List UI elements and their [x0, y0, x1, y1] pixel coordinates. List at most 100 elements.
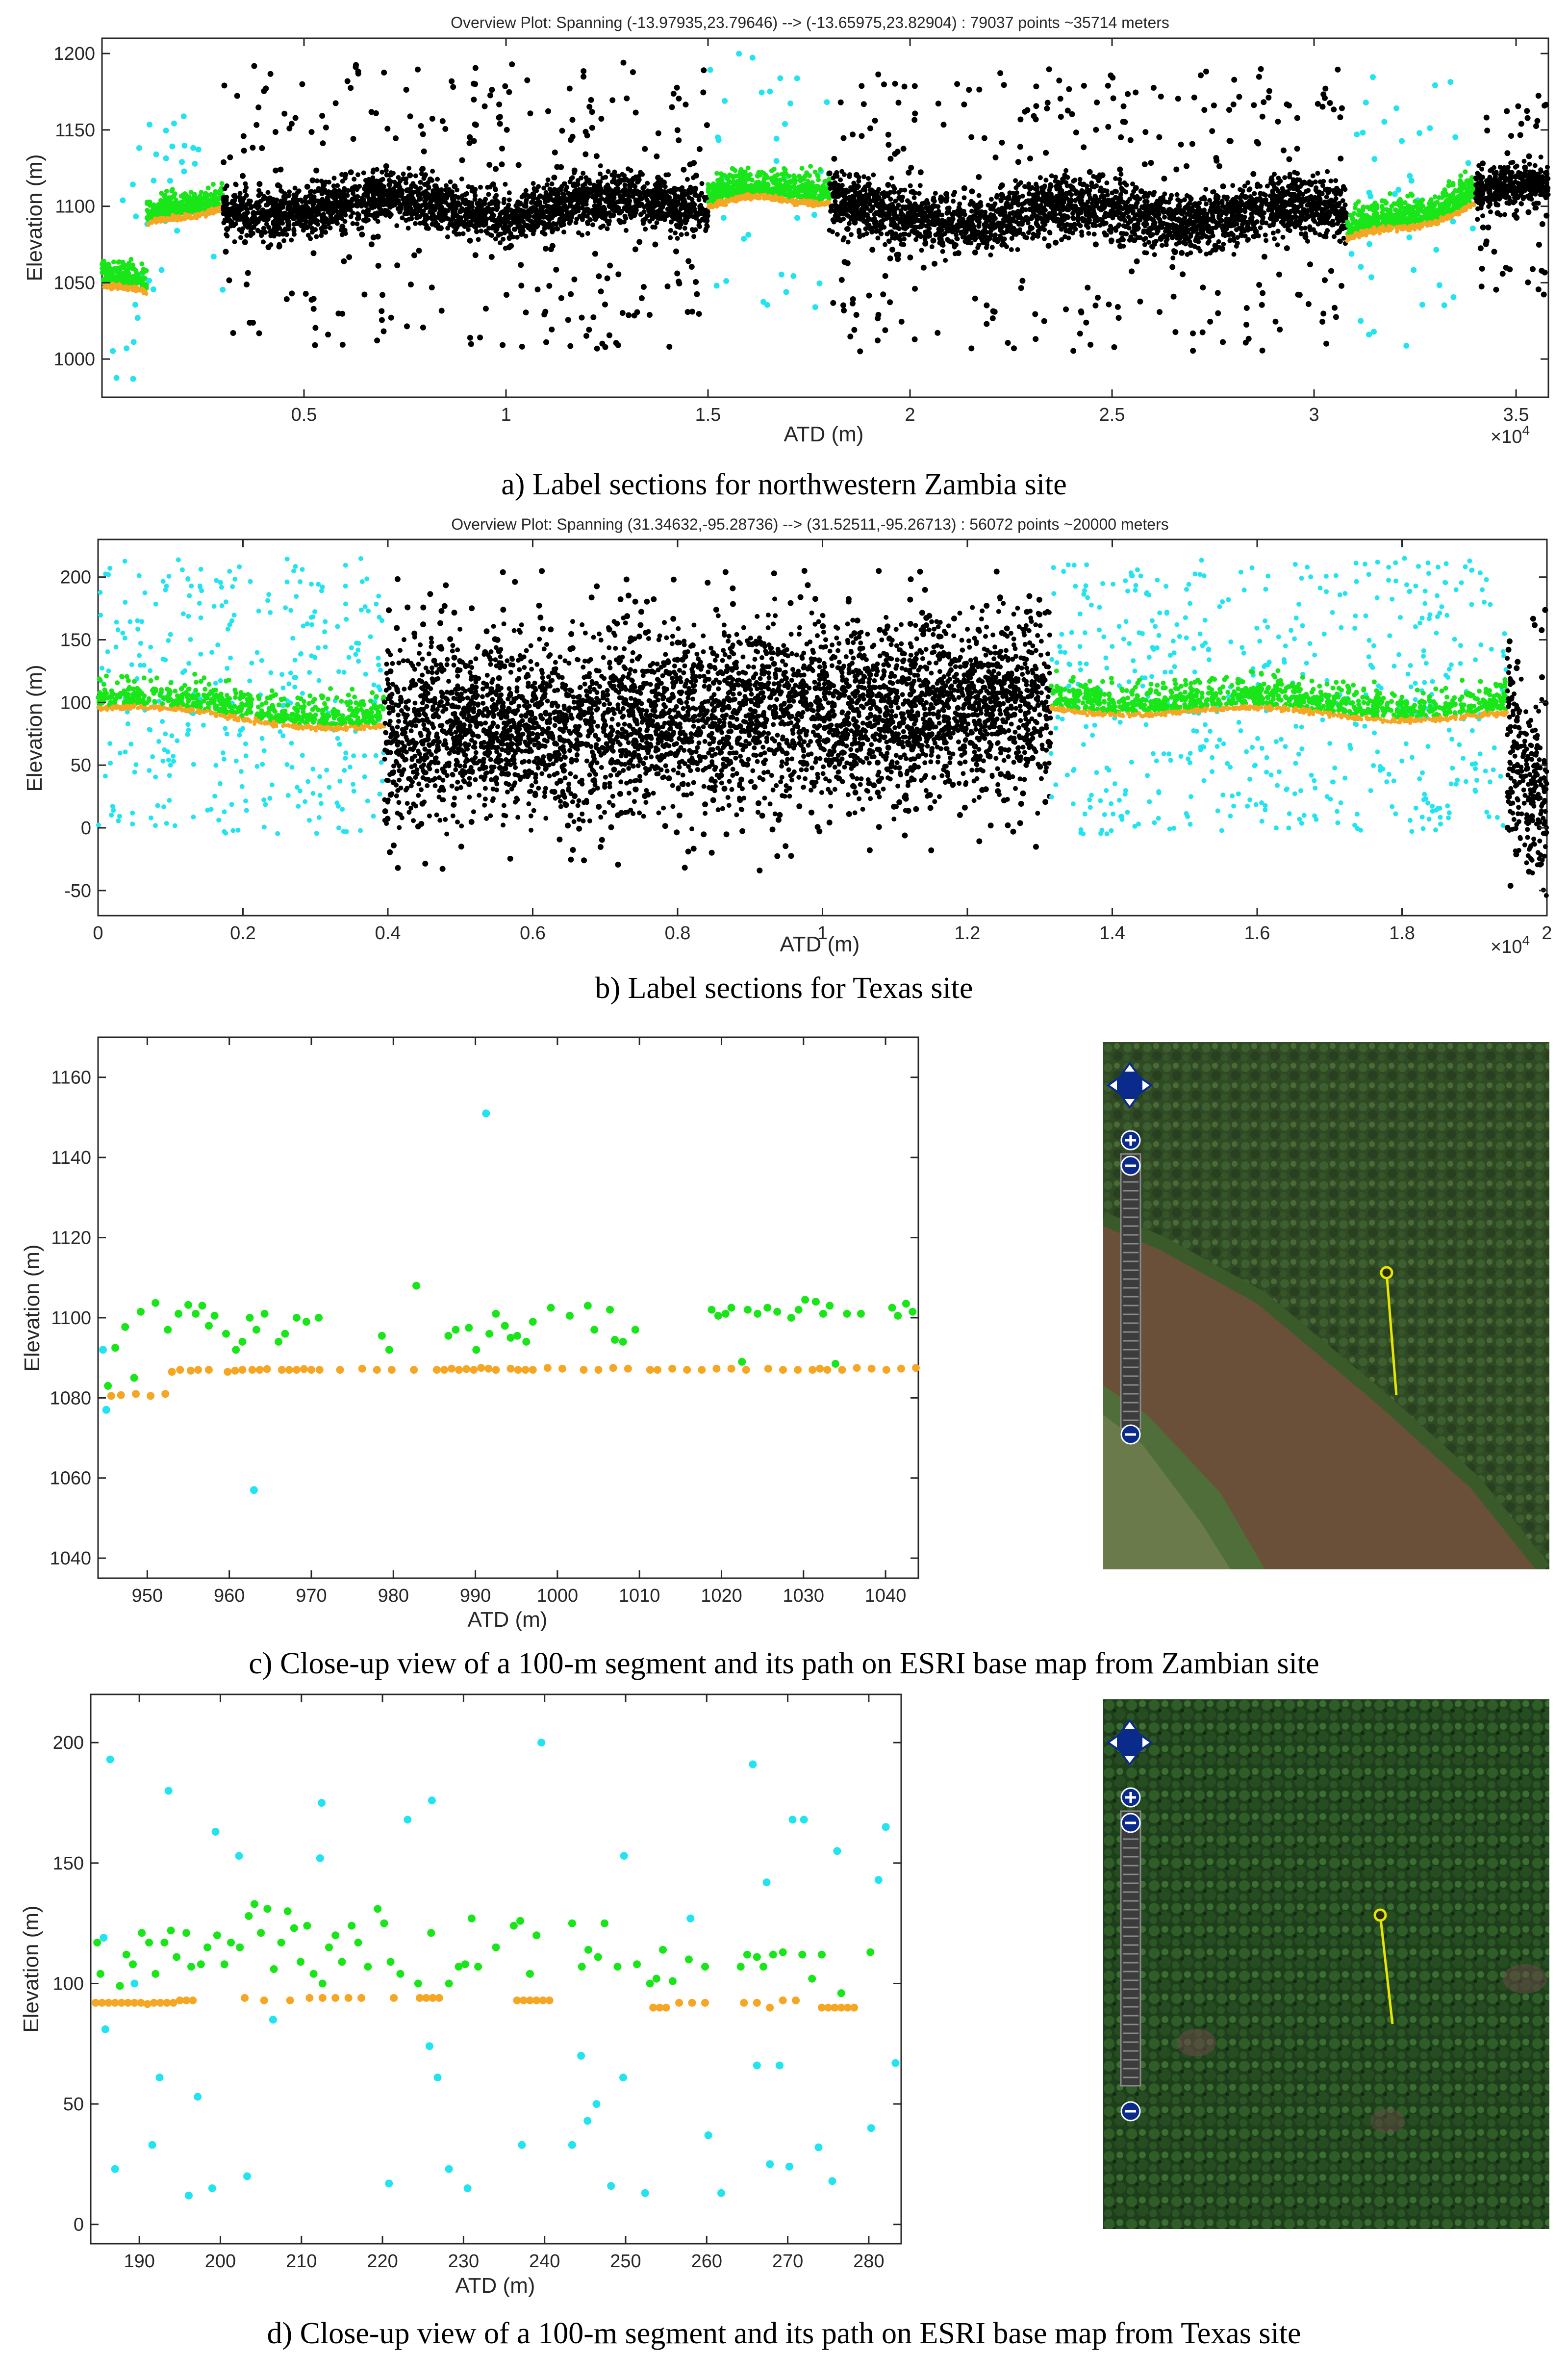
unlabeled-point — [632, 246, 638, 253]
unlabeled-point — [668, 219, 674, 225]
unlabeled-point — [281, 194, 286, 199]
unlabeled-point — [314, 212, 320, 217]
unlabeled-point — [681, 166, 687, 173]
unlabeled-point — [622, 213, 628, 219]
canopy-point — [722, 173, 727, 178]
unlabeled-point — [397, 205, 402, 211]
unlabeled-point — [428, 194, 433, 199]
unlabeled-point — [394, 223, 400, 229]
unlabeled-point — [687, 189, 694, 195]
unlabeled-point — [676, 281, 683, 287]
unlabeled-point — [292, 231, 297, 237]
unlabeled-point — [579, 175, 584, 180]
unlabeled-point — [346, 254, 353, 260]
ground-point — [105, 283, 110, 287]
unlabeled-point — [375, 233, 381, 240]
unlabeled-point — [481, 220, 487, 225]
unlabeled-point — [437, 209, 444, 216]
unlabeled-point — [432, 183, 437, 188]
canopy-point — [806, 192, 810, 197]
unlabeled-point — [505, 205, 510, 210]
unlabeled-point — [340, 179, 345, 184]
noise-point — [167, 178, 173, 184]
ground-point — [150, 221, 154, 225]
canopy-point — [748, 184, 753, 190]
unlabeled-point — [379, 317, 385, 323]
unlabeled-point — [1261, 191, 1266, 197]
ground-point — [177, 216, 181, 221]
unlabeled-point — [241, 148, 247, 154]
unlabeled-point — [469, 200, 475, 205]
unlabeled-point — [541, 185, 547, 191]
unlabeled-point — [244, 185, 249, 190]
unlabeled-point — [240, 133, 247, 139]
unlabeled-point — [379, 170, 385, 175]
ground-point — [195, 212, 199, 216]
unlabeled-point — [535, 201, 540, 206]
unlabeled-point — [684, 206, 689, 211]
unlabeled-point — [289, 237, 294, 243]
canopy-point — [152, 205, 157, 210]
unlabeled-point — [343, 205, 349, 210]
unlabeled-point — [335, 183, 340, 188]
unlabeled-point — [227, 218, 232, 223]
unlabeled-point — [409, 196, 415, 201]
unlabeled-point — [554, 221, 559, 227]
unlabeled-point — [335, 310, 342, 317]
unlabeled-point — [259, 145, 265, 151]
unlabeled-point — [506, 89, 512, 95]
unlabeled-point — [467, 221, 473, 228]
unlabeled-point — [1104, 180, 1110, 185]
unlabeled-point — [245, 270, 251, 276]
unlabeled-point — [267, 195, 272, 201]
noise-point — [113, 375, 120, 381]
unlabeled-point — [256, 204, 262, 209]
ground-point — [756, 196, 760, 201]
unlabeled-point — [280, 216, 285, 222]
unlabeled-point — [689, 227, 695, 232]
unlabeled-point — [416, 248, 422, 254]
noise-point — [749, 54, 756, 61]
unlabeled-point — [406, 216, 412, 222]
unlabeled-point — [341, 258, 347, 264]
unlabeled-point — [270, 231, 276, 237]
unlabeled-point — [258, 230, 264, 235]
chart-a-title: Overview Plot: Spanning (-13.97935,23.79… — [451, 14, 1169, 31]
ground-point — [737, 195, 742, 199]
canopy-point — [102, 269, 107, 275]
unlabeled-point — [607, 262, 613, 269]
unlabeled-point — [476, 237, 481, 242]
unlabeled-point — [672, 212, 678, 217]
unlabeled-point — [554, 209, 560, 216]
canopy-point — [104, 264, 109, 270]
unlabeled-point — [550, 227, 556, 233]
unlabeled-point — [306, 209, 311, 214]
unlabeled-point — [545, 177, 551, 182]
unlabeled-point — [698, 203, 704, 208]
unlabeled-point — [501, 236, 506, 242]
canopy-point — [115, 266, 120, 271]
noise-point — [767, 88, 773, 95]
unlabeled-point — [581, 68, 587, 74]
unlabeled-point — [531, 221, 536, 226]
unlabeled-point — [586, 103, 593, 110]
unlabeled-point — [355, 194, 360, 199]
unlabeled-point — [515, 162, 522, 168]
unlabeled-point — [590, 187, 596, 192]
unlabeled-point — [493, 166, 499, 172]
unlabeled-point — [342, 197, 348, 202]
unlabeled-point — [489, 201, 494, 206]
unlabeled-point — [451, 214, 456, 219]
unlabeled-point — [406, 209, 412, 215]
ground-point — [132, 288, 137, 293]
canopy-point — [111, 259, 116, 265]
ground-point — [773, 193, 778, 198]
unlabeled-point — [386, 210, 392, 215]
unlabeled-point — [638, 195, 644, 202]
unlabeled-point — [502, 230, 507, 235]
ground-point — [172, 217, 176, 221]
unlabeled-point — [427, 176, 433, 182]
unlabeled-point — [400, 215, 405, 221]
noise-point — [146, 278, 152, 284]
unlabeled-point — [684, 231, 689, 237]
